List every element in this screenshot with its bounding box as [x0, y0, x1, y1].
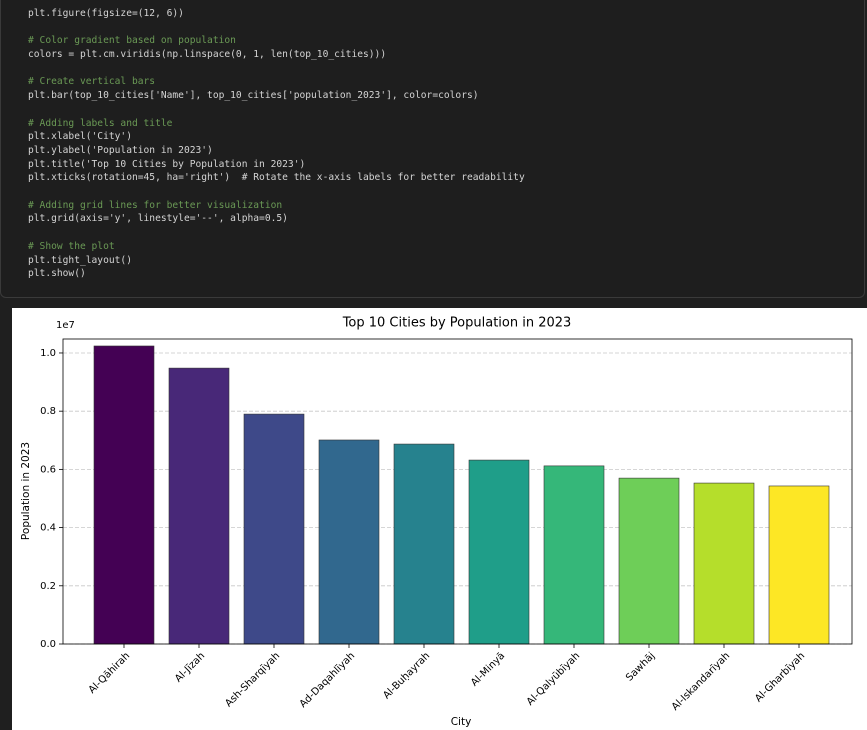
bar [768, 485, 830, 645]
code-line: plt.grid(axis='y', linestyle='--', alpha… [28, 213, 288, 225]
y-tick-label: 1.0 [40, 348, 56, 359]
code-block: # Color gradient based on population colo… [28, 34, 864, 61]
y-tick-label: 0.0 [40, 639, 56, 650]
bar [543, 465, 605, 645]
plot-frame [62, 338, 853, 645]
code-line: plt.xlabel('City') [28, 131, 132, 143]
offset-text: 1e7 [56, 320, 75, 331]
code-line: plt.title('Top 10 Cities by Population i… [28, 158, 306, 170]
code-line: # Show the plot [28, 240, 115, 252]
chart: Top 10 Cities by Population in 2023 City… [12, 308, 867, 730]
bar [93, 345, 155, 645]
y-axis-label: Population in 2023 [20, 442, 32, 540]
code-block: # Adding grid lines for better visualiza… [28, 199, 864, 226]
code-cell[interactable]: plt.figure(figsize=(12, 6)) # Color gradi… [0, 0, 865, 298]
bar [468, 459, 530, 645]
y-tick-label: 0.6 [40, 464, 56, 475]
code-line: # Create vertical bars [28, 76, 156, 88]
code-block: # Create vertical bars plt.bar(top_10_cit… [28, 75, 864, 102]
code-line: plt.ylabel('Population in 2023') [28, 144, 213, 156]
bar [243, 413, 305, 645]
code-line: plt.tight_layout() [28, 254, 132, 266]
code-block: # Adding labels and title plt.xlabel('Cit… [28, 117, 864, 186]
code-block: # Show the plot plt.tight_layout() plt.sho… [28, 240, 864, 281]
y-tick-label: 0.2 [40, 581, 56, 592]
bar [393, 443, 455, 645]
code-line: colors = plt.cm.viridis(np.linspace(0, 1… [28, 49, 387, 61]
code-line: plt.xticks(rotation=45, ha='right') # Ro… [28, 172, 525, 184]
code-line: plt.bar(top_10_cities['Name'], top_10_ci… [28, 90, 479, 102]
code-line: # Adding grid lines for better visualiza… [28, 199, 283, 211]
bar [318, 439, 380, 645]
x-axis-label: City [451, 716, 472, 728]
bar [693, 482, 755, 645]
code-line: plt.show() [28, 268, 86, 280]
chart-title: Top 10 Cities by Population in 2023 [342, 316, 572, 331]
bar [618, 477, 680, 645]
code-block: plt.figure(figsize=(12, 6)) [28, 7, 864, 21]
bar [168, 367, 230, 645]
y-tick-label: 0.4 [40, 523, 56, 534]
code-line: # Adding labels and title [28, 117, 173, 129]
code-line: # Color gradient based on population [28, 35, 236, 47]
y-tick-label: 0.8 [40, 406, 56, 417]
code-line: plt.figure(figsize=(12, 6)) [28, 8, 184, 19]
